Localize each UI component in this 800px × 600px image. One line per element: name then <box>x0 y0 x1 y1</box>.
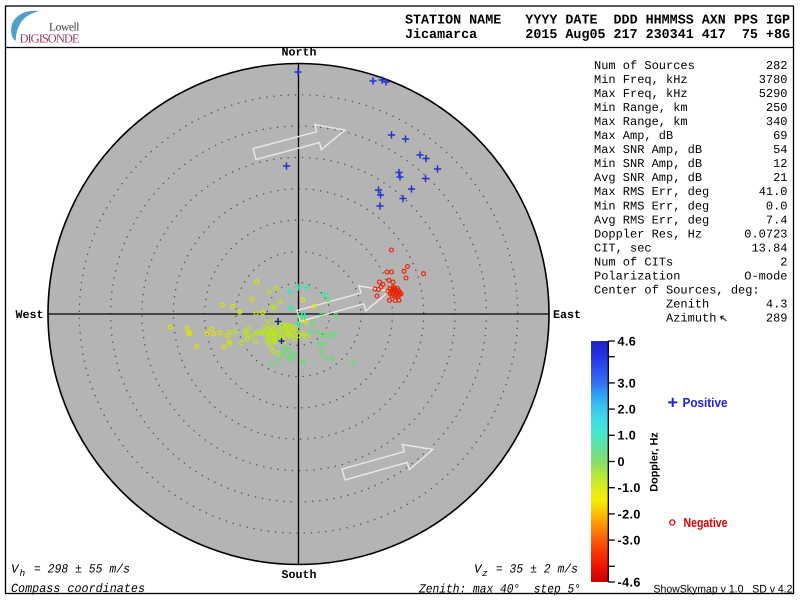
svg-text:= 35 ± 2 m/s: = 35 ± 2 m/s <box>489 563 578 577</box>
svg-text:69: 69 <box>773 129 787 143</box>
svg-text:Min RMS Err, deg: Min RMS Err, deg <box>594 199 709 213</box>
svg-text:Jicamarca 2015 Aug05 217: Jicamarca 2015 Aug05 217 230341 417 75 +… <box>405 28 790 43</box>
svg-text:= 298 ± 55 m/s: = 298 ± 55 m/s <box>27 563 130 577</box>
svg-text:13.84: 13.84 <box>751 241 787 255</box>
svg-text:Polarization: Polarization <box>594 270 680 284</box>
svg-text:Positive: Positive <box>683 395 728 410</box>
svg-text:Azimuth: Azimuth <box>594 312 716 326</box>
svg-text:h: h <box>20 568 26 579</box>
svg-text:Min Range, km: Min Range, km <box>594 101 688 115</box>
svg-text:0.0723: 0.0723 <box>744 227 787 241</box>
svg-text:Max Range, km: Max Range, km <box>594 115 688 129</box>
svg-text:Num of CITs: Num of CITs <box>594 256 673 270</box>
svg-text:7.4: 7.4 <box>766 213 788 227</box>
svg-text:12: 12 <box>773 157 787 171</box>
svg-text:South: South <box>281 568 316 582</box>
svg-text:West: West <box>15 308 43 322</box>
svg-text:Max Amp, dB: Max Amp, dB <box>594 129 673 143</box>
svg-text:STATION NAME YYYY DATE DDD: STATION NAME YYYY DATE DDD HHMMSS AXN PP… <box>405 14 790 29</box>
svg-text:4.6: 4.6 <box>618 334 637 348</box>
svg-text:East: East <box>553 308 581 322</box>
svg-text:0: 0 <box>618 455 625 469</box>
svg-text:North: North <box>281 46 316 60</box>
svg-text:Zenith: max 40° step 5°: Zenith: max 40° step 5° <box>418 583 581 597</box>
svg-text:Center of Sources, deg:: Center of Sources, deg: <box>594 284 760 298</box>
svg-text:54: 54 <box>773 143 787 157</box>
svg-text:-4.6: -4.6 <box>618 575 641 589</box>
svg-text:Compass coordinates: Compass coordinates <box>11 582 145 596</box>
svg-text:-1.0: -1.0 <box>618 481 641 495</box>
svg-text:z: z <box>482 568 488 579</box>
svg-text:3780: 3780 <box>759 73 788 87</box>
svg-text:Max SNR Amp, dB: Max SNR Amp, dB <box>594 143 702 157</box>
svg-text:Num of Sources: Num of Sources <box>594 59 695 73</box>
svg-text:DIGISONDE: DIGISONDE <box>20 32 80 46</box>
svg-text:V: V <box>474 563 483 577</box>
svg-text:2: 2 <box>780 256 787 270</box>
svg-text:Doppler Res, Hz: Doppler Res, Hz <box>594 227 702 241</box>
svg-text:V: V <box>11 563 20 577</box>
svg-text:Negative: Negative <box>684 515 728 530</box>
svg-text:Zenith: Zenith <box>594 298 709 312</box>
svg-text:3.0: 3.0 <box>618 376 637 390</box>
svg-text:ShowSkymap v 1.0 SD v 4.2: ShowSkymap v 1.0 SD v 4.2 <box>654 584 793 596</box>
svg-text:250: 250 <box>766 101 788 115</box>
svg-text:21: 21 <box>773 171 787 185</box>
svg-text:-2.0: -2.0 <box>618 507 641 521</box>
svg-text:O-mode: O-mode <box>744 270 787 284</box>
svg-text:4.3: 4.3 <box>766 298 788 312</box>
svg-text:5290: 5290 <box>759 87 788 101</box>
svg-text:282: 282 <box>766 59 788 73</box>
svg-text:-3.0: -3.0 <box>618 534 641 548</box>
svg-text:41.0: 41.0 <box>759 185 788 199</box>
svg-text:Min SNR Amp, dB: Min SNR Amp, dB <box>594 157 702 171</box>
svg-text:Avg RMS Err, deg: Avg RMS Err, deg <box>594 213 709 227</box>
svg-text:0.0: 0.0 <box>766 199 788 213</box>
svg-text:Max Freq, kHz: Max Freq, kHz <box>594 87 688 101</box>
svg-text:340: 340 <box>766 115 788 129</box>
svg-text:CIT, sec: CIT, sec <box>594 241 652 255</box>
svg-text:1.0: 1.0 <box>618 429 637 443</box>
svg-text:Doppler, Hz: Doppler, Hz <box>649 432 661 492</box>
svg-text:Avg SNR Amp, dB: Avg SNR Amp, dB <box>594 171 702 185</box>
svg-text:Min Freq, kHz: Min Freq, kHz <box>594 73 688 87</box>
svg-text:2.0: 2.0 <box>618 403 637 417</box>
svg-text:Max RMS Err, deg: Max RMS Err, deg <box>594 185 709 199</box>
svg-text:Lowell: Lowell <box>49 22 80 34</box>
svg-text:289: 289 <box>766 312 788 326</box>
